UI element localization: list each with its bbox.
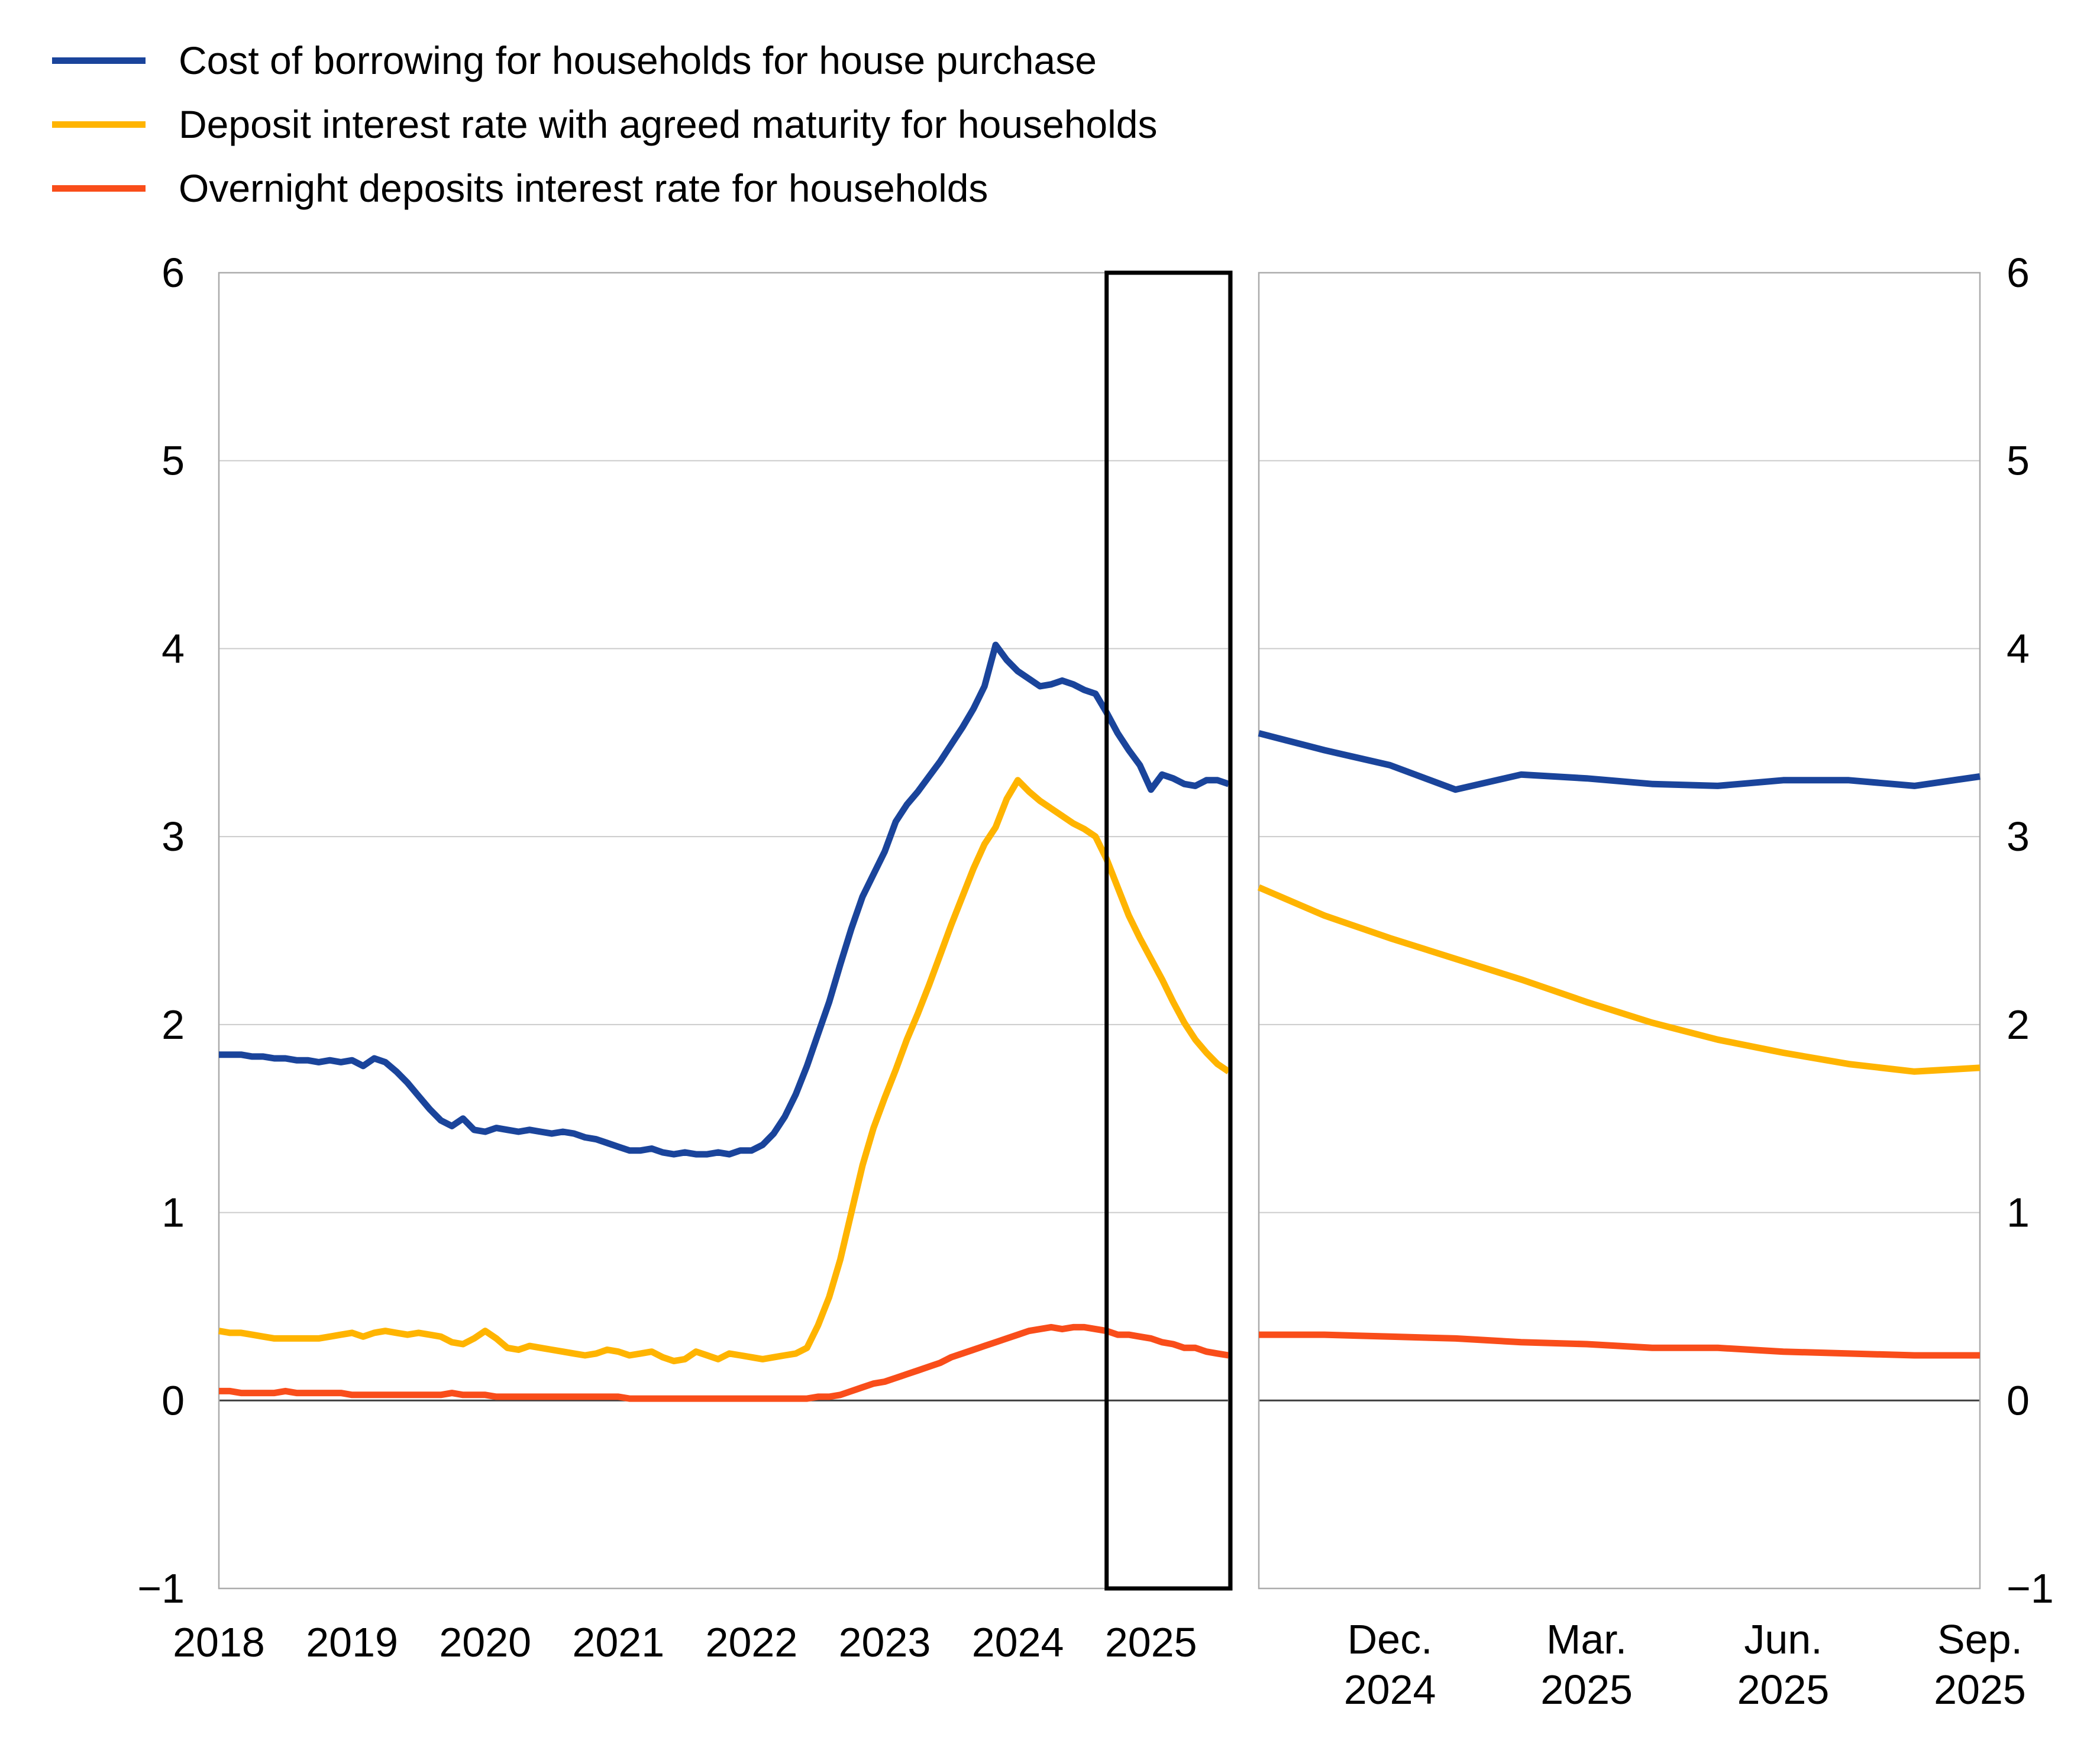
series-line-deposit-agreed-maturity-right <box>1257 884 1981 1075</box>
x-axis-label-month: Mar. <box>1546 1616 1627 1662</box>
legend-label-cost-of-borrowing: Cost of borrowing for households for hou… <box>179 38 1097 82</box>
x-axis-label-year: 2024 <box>972 1619 1064 1665</box>
series-line-cost-of-borrowing-left <box>219 641 1230 1158</box>
y-axis-label-left: 2 <box>161 1002 185 1048</box>
y-axis-label-left: 6 <box>161 250 185 296</box>
highlight-box <box>1104 270 1233 1591</box>
y-axis-label-right: 0 <box>2007 1377 2030 1423</box>
y-axis-label-right: 4 <box>2007 625 2030 671</box>
x-axis-label-month: Jun. <box>1744 1616 1822 1662</box>
x-axis-label-month: Sep. <box>1937 1616 2023 1662</box>
x-axis-label-year: 2022 <box>706 1619 798 1665</box>
legend-label-deposit-agreed-maturity: Deposit interest rate with agreed maturi… <box>179 102 1158 146</box>
y-axis-label-right: 6 <box>2007 250 2030 296</box>
y-axis-label-right: 2 <box>2007 1002 2030 1048</box>
y-axis-label-right: −1 <box>2007 1565 2054 1612</box>
y-axis-label-left: 4 <box>161 625 185 671</box>
x-axis-label-month-year: 2024 <box>1344 1667 1436 1713</box>
x-axis-label-year: 2020 <box>439 1619 531 1665</box>
right-panel <box>1257 272 1981 1590</box>
x-axis-label-year: 2023 <box>839 1619 931 1665</box>
y-axis-label-left: 0 <box>161 1377 185 1423</box>
y-axis-label-left: 5 <box>161 438 185 484</box>
x-axis-label-month: Dec. <box>1348 1616 1433 1662</box>
left-panel-border <box>218 272 1230 1590</box>
x-axis-label-month-year: 2025 <box>1934 1667 2026 1713</box>
y-axis-label-left: 1 <box>161 1190 185 1236</box>
series-line-deposit-agreed-maturity-left <box>218 777 1231 1365</box>
series-line-overnight-deposits-left <box>219 1323 1229 1402</box>
legend-swatch-deposit-agreed-maturity-icon <box>52 121 146 128</box>
legend-item-cost-of-borrowing: Cost of borrowing for households for hou… <box>52 37 1158 84</box>
x-axis-label-month-year: 2025 <box>1737 1667 1830 1713</box>
series-line-overnight-deposits-right <box>1259 1331 1980 1359</box>
x-axis-label-year: 2021 <box>572 1619 664 1665</box>
legend-swatch-cost-of-borrowing-icon <box>52 57 146 64</box>
y-axis-label-right: 1 <box>2007 1190 2030 1236</box>
y-axis-label-right: 3 <box>2007 813 2030 860</box>
y-axis-label-left: −1 <box>137 1565 185 1612</box>
legend-item-overnight-deposits: Overnight deposits interest rate for hou… <box>52 164 1158 212</box>
x-axis-label-year: 2025 <box>1105 1619 1197 1665</box>
x-axis-label-month-year: 2025 <box>1540 1667 1633 1713</box>
x-axis-label-year: 2018 <box>173 1619 265 1665</box>
legend-swatch-overnight-deposits-icon <box>52 185 146 192</box>
legend-item-deposit-agreed-maturity: Deposit interest rate with agreed maturi… <box>52 101 1158 148</box>
legend-label-overnight-deposits: Overnight deposits interest rate for hou… <box>179 166 988 210</box>
y-axis-label-left: 3 <box>161 813 185 860</box>
right-panel-border <box>1258 272 1981 1590</box>
left-panel <box>218 272 1231 1590</box>
x-axis-label-year: 2019 <box>306 1619 398 1665</box>
y-axis-label-right: 5 <box>2007 438 2030 484</box>
legend: Cost of borrowing for households for hou… <box>52 37 1158 228</box>
series-line-cost-of-borrowing-right <box>1258 730 1981 793</box>
